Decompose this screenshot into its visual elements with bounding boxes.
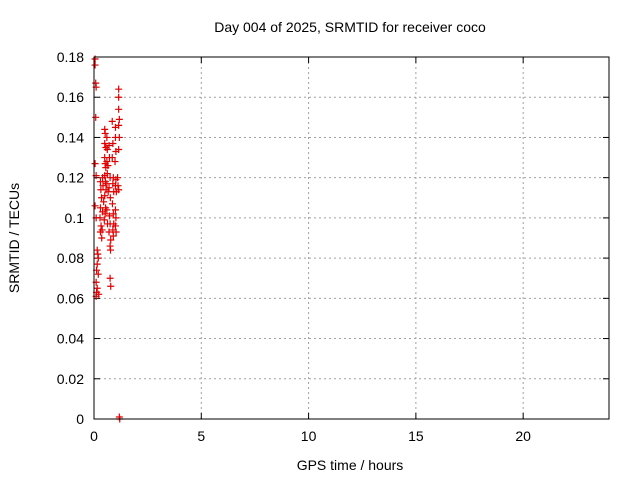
grid-lines — [94, 57, 609, 419]
y-tick-label: 0.08 — [57, 250, 84, 266]
y-tick-label: 0.18 — [57, 49, 84, 65]
data-point — [94, 254, 102, 262]
data-point — [103, 180, 111, 188]
y-tick-label: 0 — [76, 411, 84, 427]
data-point — [105, 212, 113, 220]
x-tick-label: 0 — [90, 428, 98, 444]
plot-frame — [93, 56, 610, 420]
data-point — [101, 139, 109, 147]
data-point — [111, 158, 119, 166]
data-point — [109, 210, 117, 218]
data-point — [97, 222, 105, 230]
data-point — [98, 226, 106, 234]
data-point — [92, 113, 100, 121]
axis-ticks: 0 0.02 0.04 0.06 0.08 0.1 0.12 0.14 0.16 0.18 0 5 10… — [57, 49, 609, 444]
data-point — [103, 133, 111, 141]
data-point — [112, 228, 120, 236]
y-tick-label: 0.1 — [65, 210, 85, 226]
data-point — [108, 117, 116, 125]
data-point — [108, 154, 116, 162]
data-point — [103, 206, 111, 214]
y-tick-label: 0.12 — [57, 170, 84, 186]
data-point — [105, 141, 113, 149]
data-point — [101, 129, 109, 137]
data-point — [103, 158, 111, 166]
data-point — [100, 216, 108, 224]
data-point — [109, 139, 117, 147]
data-point — [93, 246, 101, 254]
data-point — [94, 270, 102, 278]
data-point — [91, 160, 99, 168]
data-point — [91, 202, 99, 210]
data-point — [112, 214, 120, 222]
y-axis-label: SRMTID / TECUs — [6, 183, 22, 293]
data-point — [106, 274, 114, 282]
data-point — [95, 290, 103, 298]
data-point — [115, 93, 123, 101]
chart-title: Day 004 of 2025, SRMTID for receiver coc… — [214, 19, 486, 35]
x-tick-label: 10 — [301, 428, 317, 444]
data-point — [103, 170, 111, 178]
data-point — [100, 198, 108, 206]
data-point — [114, 174, 122, 182]
data-point — [93, 260, 101, 268]
data-point — [93, 284, 101, 292]
data-point — [99, 182, 107, 190]
data-point — [115, 186, 123, 194]
data-point — [111, 222, 119, 230]
x-axis-label: GPS time / hours — [297, 457, 404, 473]
y-tick-label: 0.04 — [57, 331, 84, 347]
data-point — [91, 61, 99, 69]
data-point — [109, 232, 117, 240]
data-point — [103, 146, 111, 154]
y-tick-label: 0.06 — [57, 290, 84, 306]
x-tick-label: 20 — [515, 428, 531, 444]
data-point — [105, 184, 113, 192]
data-point — [107, 282, 115, 290]
y-tick-label: 0.16 — [57, 89, 84, 105]
data-point — [96, 214, 104, 222]
data-point — [115, 105, 123, 113]
y-tick-label: 0.14 — [57, 129, 84, 145]
data-point — [98, 234, 106, 242]
data-point — [115, 133, 123, 141]
data-point — [106, 194, 114, 202]
data-point — [105, 228, 113, 236]
data-point — [115, 146, 123, 154]
data-point — [115, 85, 123, 93]
data-point — [104, 162, 112, 170]
x-tick-label: 15 — [408, 428, 424, 444]
data-point — [115, 121, 123, 129]
data-point — [114, 182, 122, 190]
x-tick-label: 5 — [197, 428, 205, 444]
data-point — [111, 206, 119, 214]
data-point — [107, 246, 115, 254]
y-tick-label: 0.02 — [57, 371, 84, 387]
data-points — [91, 55, 124, 423]
data-point — [115, 115, 123, 123]
data-point — [101, 192, 109, 200]
data-point — [107, 236, 115, 244]
data-point — [101, 210, 109, 218]
data-point — [108, 200, 116, 208]
